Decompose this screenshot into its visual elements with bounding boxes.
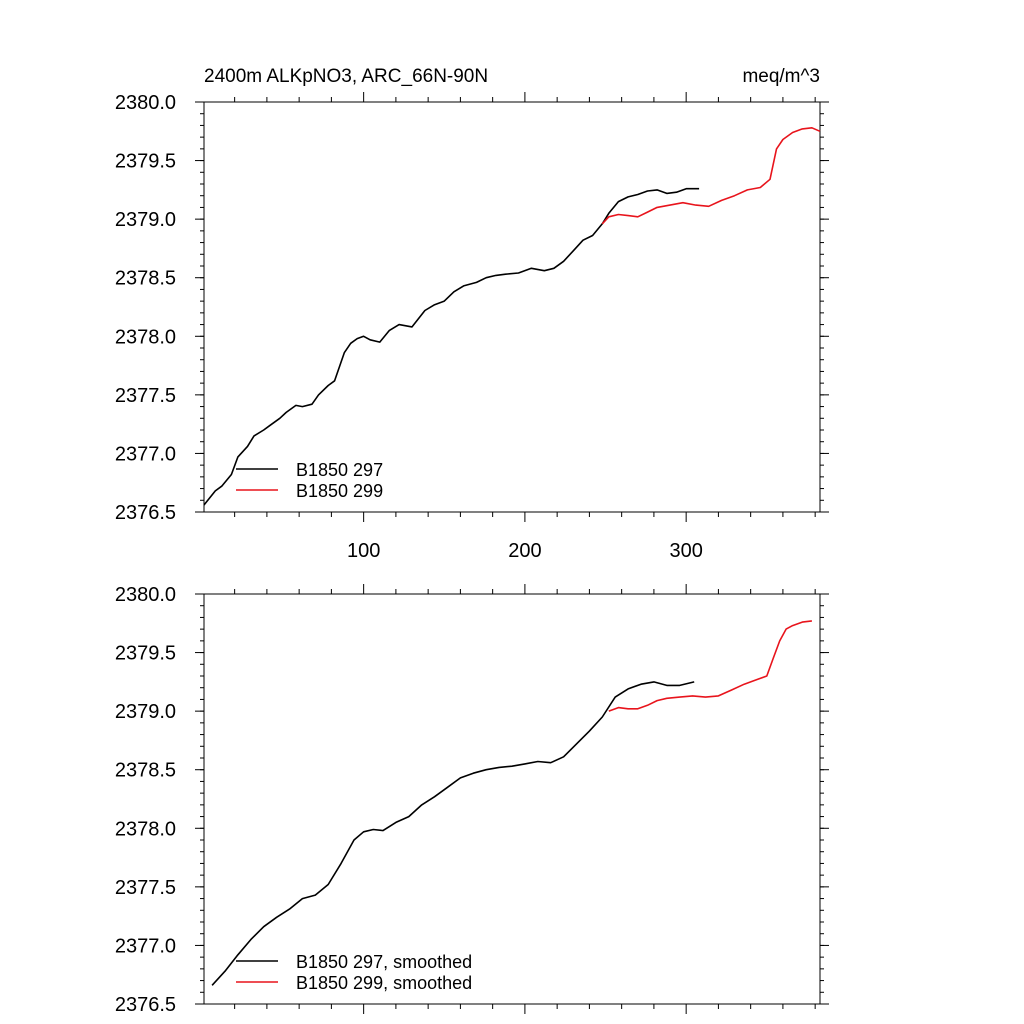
plot-frame (203, 101, 821, 513)
y-tick-label: 2376.5 (115, 994, 176, 1016)
y-tick-label: 2377.0 (115, 443, 176, 465)
top-panel-series (203, 127, 821, 506)
top-panel-units: meq/m^3 (742, 66, 820, 87)
top-panel-axes: 2376.5 2377.0 2377.5 2378.0 2378.5 2379.0 2379… (115, 92, 829, 562)
y-tick-label: 2377.5 (115, 877, 176, 899)
top-panel-title: 2400m ALKpNO3, ARC_66N-90N (204, 66, 488, 87)
x-tick-label: 300 (669, 540, 702, 562)
bottom-panel-series (211, 620, 812, 986)
bottom-panel-axes: 2376.5 2377.0 2377.5 2378.0 2378.5 2379.0 2379… (115, 584, 829, 1016)
x-tick-label: 200 (508, 540, 541, 562)
y-tick-label: 2379.0 (115, 701, 176, 723)
bottom-panel-legend: B1850 297, smoothed B1850 299, smoothed (236, 952, 472, 993)
series-line-b1850-299 (601, 127, 821, 225)
bottom-panel: 2376.5 2377.0 2377.5 2378.0 2378.5 2379.0 2379… (115, 584, 829, 1016)
plot-frame (203, 593, 821, 1005)
y-tick-label: 2380.0 (115, 584, 176, 606)
legend-label-b1850-299: B1850 299 (296, 481, 383, 501)
y-tick-label: 2379.5 (115, 151, 176, 173)
top-panel: 2400m ALKpNO3, ARC_66N-90N meq/m^3 2376.… (115, 66, 829, 562)
series-line-b1850-297-smoothed (211, 681, 695, 986)
y-tick-label: 2378.5 (115, 268, 176, 290)
legend-label-b1850-297: B1850 297 (296, 460, 383, 480)
y-tick-label: 2378.5 (115, 760, 176, 782)
legend-label-b1850-297-smoothed: B1850 297, smoothed (296, 952, 472, 972)
series-line-b1850-297 (203, 187, 700, 506)
y-tick-label: 2377.5 (115, 385, 176, 407)
y-tick-label: 2376.5 (115, 502, 176, 524)
x-tick-label: 100 (347, 540, 380, 562)
y-tick-label: 2380.0 (115, 92, 176, 114)
y-tick-label: 2377.0 (115, 935, 176, 957)
legend-label-b1850-299-smoothed: B1850 299, smoothed (296, 973, 472, 993)
y-tick-label: 2379.5 (115, 643, 176, 665)
y-tick-label: 2379.0 (115, 209, 176, 231)
top-panel-legend: B1850 297 B1850 299 (236, 460, 383, 501)
y-tick-label: 2378.0 (115, 818, 176, 840)
series-line-b1850-299-smoothed (608, 620, 812, 712)
y-tick-label: 2378.0 (115, 326, 176, 348)
